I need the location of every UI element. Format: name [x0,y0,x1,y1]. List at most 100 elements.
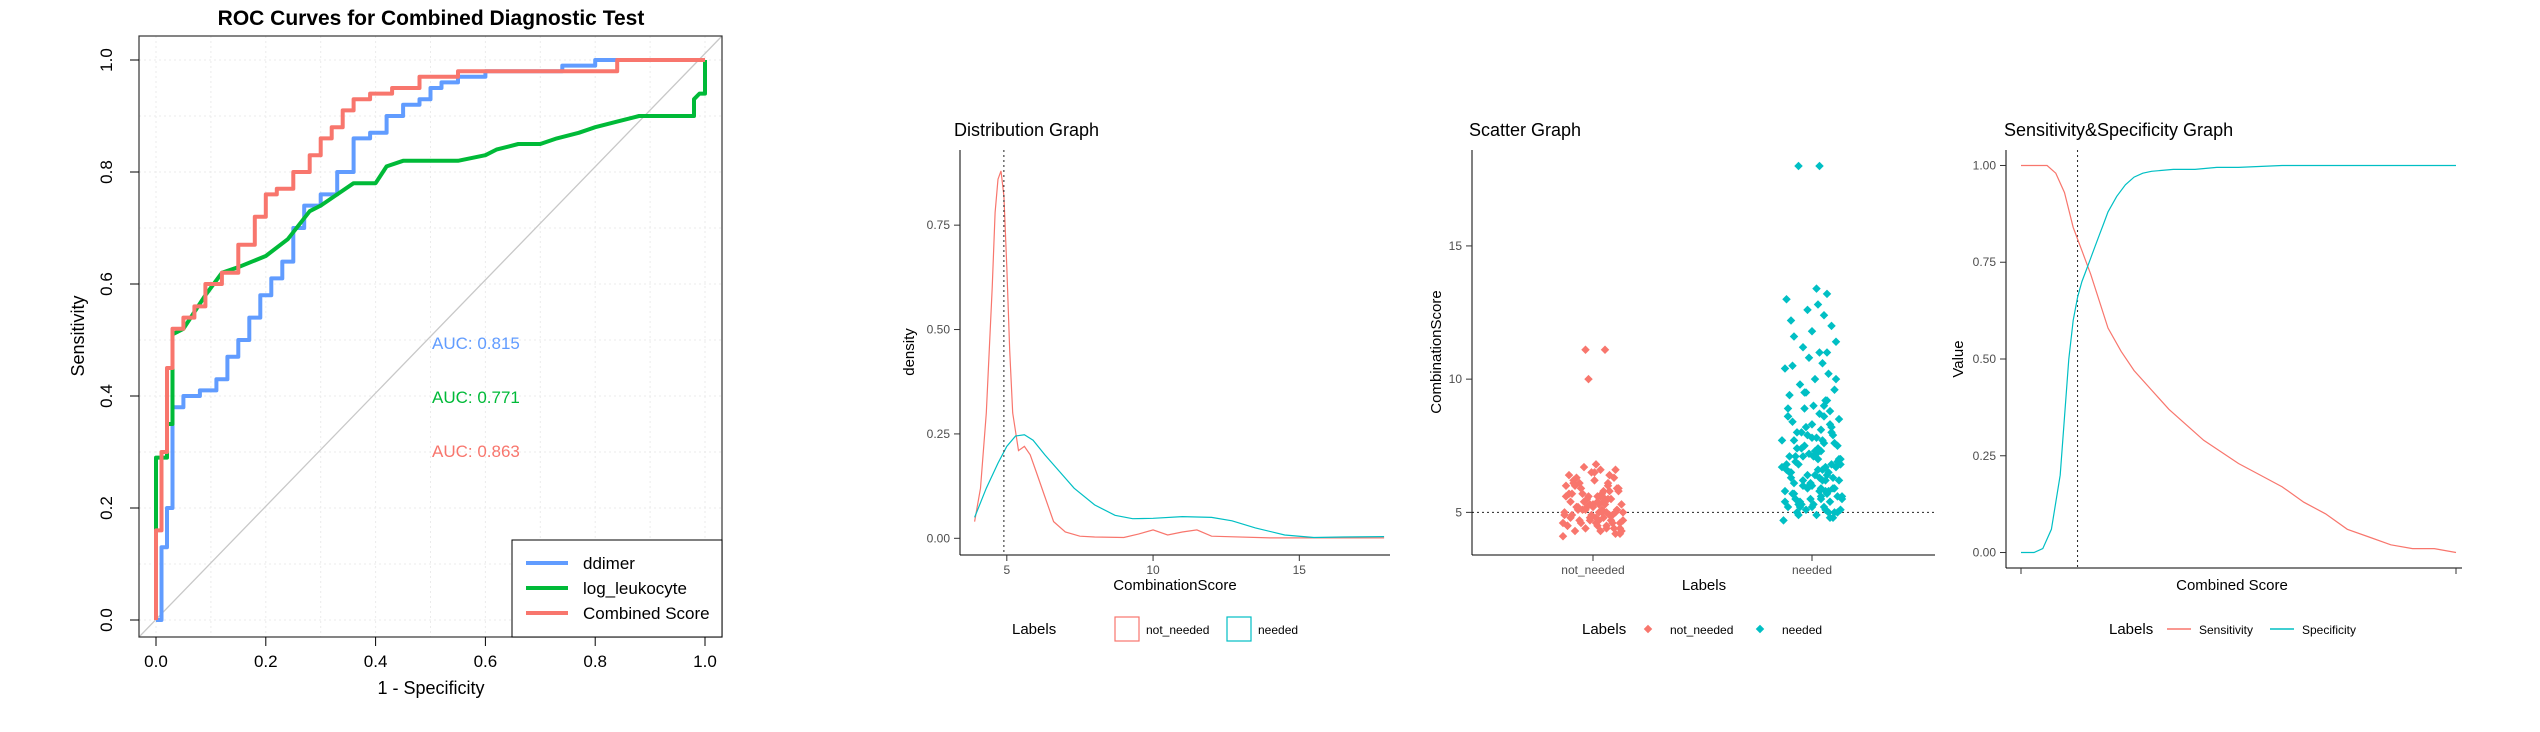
roc-curve-combined-score [154,58,705,620]
scatter-point-needed [1828,473,1838,482]
scatter-y-axis-label: CombinationScore [1428,290,1445,413]
scatter-point-not-needed [1602,524,1611,533]
roc-curve-ddimer [156,58,705,622]
scatter-point-needed [1830,508,1839,517]
distribution-y-tick-label: 0.25 [927,427,951,441]
scatter-legend: Labels not_needed needed [1582,621,1822,638]
scatter-point-needed [1831,374,1841,384]
sensspec-legend-title: Labels [2109,621,2153,638]
scatter-legend-swatch-not-needed [1643,624,1653,634]
roc-y-tick-label: 0.0 [97,608,116,632]
scatter-point-not-needed [1584,374,1593,384]
distribution-y-ticks: 0.00 0.25 0.50 0.75 [927,218,960,545]
scatter-point-needed [1807,433,1817,443]
sensspec-curve-sensitivity [2021,164,2457,554]
scatter-point-needed [1780,364,1790,373]
scatter-point-needed [1821,486,1830,496]
roc-reference-diagonal [138,35,723,638]
scatter-point-not-needed [1573,505,1583,514]
scatter-point-needed [1822,289,1832,299]
roc-chart: ROC Curves for Combined Diagnostic Test … [68,7,723,698]
scatter-point-needed [1834,476,1844,485]
roc-diagonal-line [138,35,723,638]
sensspec-legend-label-specificity: Specificity [2302,623,2356,637]
scatter-point-not-needed [1617,526,1626,536]
scatter-point-needed [1792,444,1802,453]
scatter-point-needed [1780,486,1790,496]
roc-auc-label-log-leukocyte: AUC: 0.771 [432,388,520,407]
scatter-point-needed [1833,492,1842,501]
sensspec-curves [2021,164,2457,554]
scatter-point-not-needed [1570,526,1580,536]
scatter-point-needed [1827,460,1836,469]
scatter-point-not-needed [1593,521,1602,530]
distribution-legend-label-not-needed: not_needed [1146,623,1209,637]
scatter-point-needed [1824,508,1833,517]
scatter-point-needed [1788,361,1797,371]
scatter-point-needed [1815,161,1824,171]
sensspec-curve-specificity [2021,164,2456,554]
scatter-point-needed [1827,321,1836,331]
scatter-point-not-needed [1581,524,1590,533]
scatter-point-not-needed [1618,508,1628,517]
density-curve-not-needed [974,170,1385,539]
roc-x-tick-label: 0.8 [583,652,607,671]
scatter-point-needed [1798,452,1808,461]
scatter-point-not-needed [1605,470,1614,480]
scatter-legend-swatch-needed [1755,624,1765,634]
scatter-point-not-needed [1564,470,1574,480]
scatter-point-needed [1803,484,1812,493]
scatter-point-needed [1806,494,1815,504]
scatter-y-tick-label: 10 [1449,372,1463,386]
scatter-point-not-needed [1602,508,1611,517]
roc-auc-label-ddimer: AUC: 0.815 [432,334,520,353]
sensspec-x-axis-label: Combined Score [2176,577,2288,594]
scatter-point-needed [1818,358,1827,368]
scatter-point-needed [1813,465,1823,474]
scatter-point-not-needed [1614,484,1623,493]
scatter-point-needed [1795,380,1805,389]
scatter-point-not-needed [1590,468,1599,477]
scatter-point-not-needed [1603,494,1613,504]
sensspec-legend-label-sensitivity: Sensitivity [2199,623,2253,637]
scatter-point-not-needed [1611,465,1620,474]
scatter-point-needed [1819,412,1829,421]
scatter-point-needed [1794,161,1803,171]
distribution-legend: Labels not_needed needed [1012,616,1298,642]
scatter-point-needed [1821,462,1830,472]
scatter-point-needed [1780,497,1790,506]
scatter-point-needed [1830,438,1839,448]
scatter-x-tick-label: not_needed [1561,563,1624,577]
scatter-point-needed [1812,433,1821,443]
sensspec-y-axis-label: Value [1950,340,1967,377]
scatter-point-needed [1800,388,1809,397]
roc-x-tick-label: 0.2 [254,652,278,671]
roc-title: ROC Curves for Combined Diagnostic Test [218,7,645,30]
scatter-point-not-needed [1579,462,1589,472]
roc-legend: ddimer log_leukocyte Combined Score [511,539,723,638]
scatter-point-needed [1785,390,1794,400]
scatter-point-not-needed [1593,492,1602,501]
roc-curves [154,58,707,622]
scatter-point-needed [1827,422,1836,432]
scatter-point-needed [1816,425,1826,435]
scatter-point-needed [1815,348,1824,357]
scatter-point-needed [1824,369,1833,379]
roc-y-axis-label: Sensitivity [68,295,88,376]
scatter-point-needed [1801,422,1811,432]
scatter-title: Scatter Graph [1469,120,1581,140]
scatter-point-not-needed [1594,500,1604,509]
roc-x-tick-label: 1.0 [693,652,717,671]
scatter-point-needed [1791,452,1800,461]
roc-x-axis-label: 1 - Specificity [377,678,484,698]
distribution-x-tick-label: 10 [1146,563,1160,577]
roc-y-tick-label: 0.4 [97,384,116,408]
scatter-point-not-needed [1609,524,1619,533]
scatter-point-needed [1831,337,1841,347]
distribution-chart: Distribution Graph 5 10 15 0.00 0.25 0.50 0.7… [901,120,1390,642]
scatter-point-needed [1822,470,1832,480]
scatter-point-needed [1803,305,1812,315]
scatter-point-needed [1786,316,1796,325]
scatter-point-needed [1836,460,1845,469]
scatter-point-needed [1822,348,1832,357]
